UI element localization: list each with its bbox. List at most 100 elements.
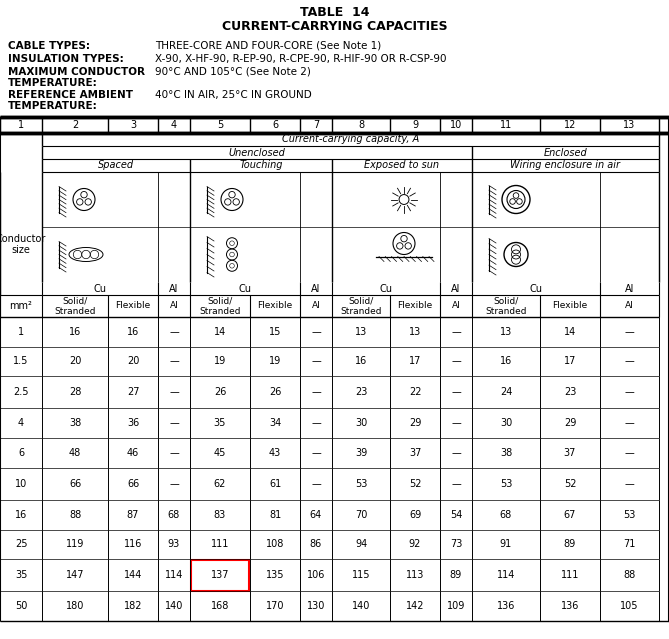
Text: 119: 119 — [66, 539, 84, 550]
Text: 106: 106 — [307, 570, 325, 580]
Text: 15: 15 — [269, 327, 281, 337]
Text: 1: 1 — [18, 327, 24, 337]
Text: 66: 66 — [69, 479, 81, 489]
Text: 24: 24 — [500, 387, 512, 397]
Text: 52: 52 — [409, 479, 421, 489]
Text: 70: 70 — [355, 510, 367, 520]
Text: 52: 52 — [564, 479, 576, 489]
Text: —: — — [451, 387, 461, 397]
Text: —: — — [451, 419, 461, 428]
Text: 53: 53 — [355, 479, 367, 489]
Text: 83: 83 — [214, 510, 226, 520]
Text: 116: 116 — [124, 539, 142, 550]
Text: MAXIMUM CONDUCTOR: MAXIMUM CONDUCTOR — [8, 67, 145, 77]
Text: Conductor
size: Conductor size — [0, 234, 46, 256]
Text: 13: 13 — [624, 120, 636, 130]
Text: 14: 14 — [214, 327, 226, 337]
Text: 30: 30 — [500, 419, 512, 428]
Text: 50: 50 — [15, 601, 27, 611]
Text: Current-carrying capacity, A: Current-carrying capacity, A — [282, 134, 419, 144]
Text: —: — — [311, 479, 321, 489]
Text: 92: 92 — [409, 539, 421, 550]
Text: Solid/
Stranded: Solid/ Stranded — [341, 296, 382, 316]
Text: —: — — [451, 448, 461, 458]
Text: 62: 62 — [214, 479, 226, 489]
Text: 66: 66 — [127, 479, 139, 489]
Text: 111: 111 — [211, 539, 229, 550]
Text: 1: 1 — [18, 120, 24, 130]
Text: Solid/
Stranded: Solid/ Stranded — [54, 296, 96, 316]
Text: 10: 10 — [450, 120, 462, 130]
Text: 10: 10 — [15, 479, 27, 489]
Text: 87: 87 — [127, 510, 139, 520]
Text: CABLE TYPES:: CABLE TYPES: — [8, 41, 90, 51]
Text: 114: 114 — [497, 570, 515, 580]
Text: —: — — [451, 357, 461, 367]
Text: 88: 88 — [624, 570, 636, 580]
Text: 140: 140 — [165, 601, 183, 611]
Text: Al: Al — [169, 284, 179, 293]
Text: 109: 109 — [447, 601, 465, 611]
Text: 23: 23 — [355, 387, 367, 397]
Text: 38: 38 — [69, 419, 81, 428]
Text: Solid/
Stranded: Solid/ Stranded — [199, 296, 241, 316]
Text: 88: 88 — [69, 510, 81, 520]
Text: THREE-CORE AND FOUR-CORE (See Note 1): THREE-CORE AND FOUR-CORE (See Note 1) — [155, 41, 381, 51]
Text: 113: 113 — [406, 570, 424, 580]
Text: 94: 94 — [355, 539, 367, 550]
Text: —: — — [169, 419, 179, 428]
Text: —: — — [169, 327, 179, 337]
Text: Al: Al — [625, 284, 634, 293]
Text: 53: 53 — [500, 479, 512, 489]
Text: 53: 53 — [624, 510, 636, 520]
Text: 67: 67 — [564, 510, 576, 520]
Text: Cu: Cu — [94, 284, 106, 293]
Text: 29: 29 — [409, 419, 421, 428]
Text: 136: 136 — [561, 601, 579, 611]
Text: —: — — [311, 357, 321, 367]
Text: 20: 20 — [127, 357, 139, 367]
Text: —: — — [311, 448, 321, 458]
Text: —: — — [625, 327, 634, 337]
Text: —: — — [169, 479, 179, 489]
Text: Flexible: Flexible — [553, 302, 587, 311]
Text: 135: 135 — [266, 570, 284, 580]
Text: 12: 12 — [564, 120, 576, 130]
Text: 4: 4 — [171, 120, 177, 130]
Text: 11: 11 — [500, 120, 512, 130]
Text: 2: 2 — [72, 120, 78, 130]
Text: 20: 20 — [69, 357, 81, 367]
Text: 37: 37 — [564, 448, 576, 458]
Text: —: — — [169, 357, 179, 367]
Text: —: — — [625, 387, 634, 397]
Text: 16: 16 — [15, 510, 27, 520]
Text: 114: 114 — [165, 570, 183, 580]
Text: 73: 73 — [450, 539, 462, 550]
Text: 28: 28 — [69, 387, 81, 397]
Text: —: — — [625, 357, 634, 367]
Text: 142: 142 — [406, 601, 424, 611]
Text: Exposed to sun: Exposed to sun — [365, 160, 440, 171]
Text: 16: 16 — [355, 357, 367, 367]
Text: Flexible: Flexible — [258, 302, 292, 311]
Text: —: — — [451, 479, 461, 489]
Text: 35: 35 — [214, 419, 226, 428]
Text: 26: 26 — [269, 387, 281, 397]
Text: 86: 86 — [310, 539, 322, 550]
Text: 144: 144 — [124, 570, 142, 580]
Text: 29: 29 — [564, 419, 576, 428]
Text: 17: 17 — [564, 357, 576, 367]
Text: —: — — [625, 448, 634, 458]
Text: —: — — [625, 419, 634, 428]
Text: 8: 8 — [358, 120, 364, 130]
Text: 13: 13 — [409, 327, 421, 337]
Text: 35: 35 — [15, 570, 27, 580]
Text: 5: 5 — [217, 120, 223, 130]
Text: 170: 170 — [266, 601, 284, 611]
Text: 13: 13 — [500, 327, 512, 337]
Text: Flexible: Flexible — [115, 302, 151, 311]
Text: —: — — [311, 419, 321, 428]
Text: X-90, X-HF-90, R-EP-90, R-CPE-90, R-HIF-90 OR R-CSP-90: X-90, X-HF-90, R-EP-90, R-CPE-90, R-HIF-… — [155, 54, 446, 64]
Text: 90°C AND 105°C (See Note 2): 90°C AND 105°C (See Note 2) — [155, 67, 311, 77]
Text: TEMPERATURE:: TEMPERATURE: — [8, 78, 98, 88]
